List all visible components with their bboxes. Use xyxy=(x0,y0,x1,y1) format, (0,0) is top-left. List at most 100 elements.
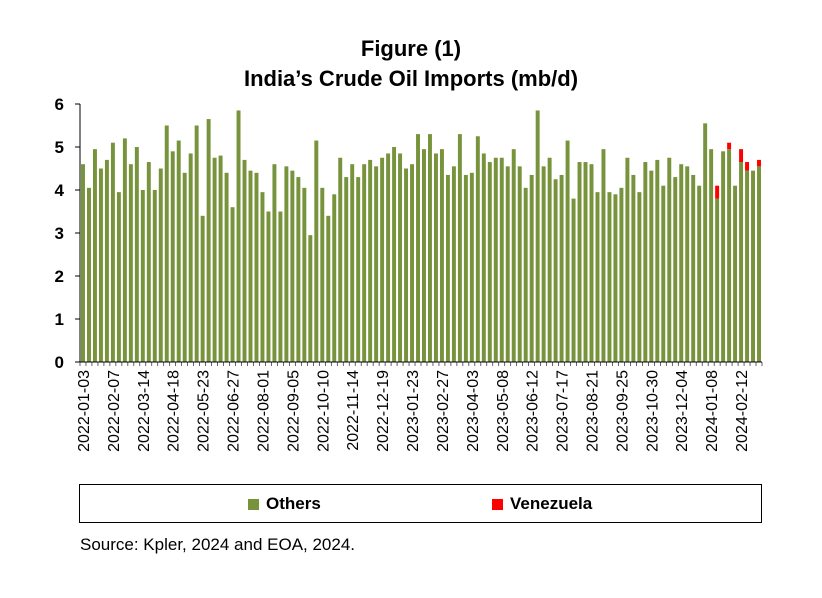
bar-others xyxy=(619,187,624,362)
x-tick-label: 2022-04-18 xyxy=(166,370,183,452)
bar-others xyxy=(182,172,187,362)
bar-others xyxy=(757,166,761,362)
y-tick-label: 0 xyxy=(55,353,64,372)
bar-others xyxy=(655,159,660,362)
bar-others xyxy=(505,166,510,362)
x-tick-label: 2022-11-14 xyxy=(345,370,362,451)
bar-others xyxy=(523,187,528,362)
bar-others xyxy=(559,174,564,362)
bar-others xyxy=(380,157,385,362)
x-tick-label: 2024-02-12 xyxy=(734,370,751,452)
bar-others xyxy=(727,149,732,362)
bar-others xyxy=(266,211,271,362)
bar-others xyxy=(128,164,133,362)
bar-others xyxy=(392,147,397,362)
bar-others xyxy=(164,125,169,362)
bar-others xyxy=(571,198,576,362)
x-tick-label: 2022-10-10 xyxy=(315,370,332,452)
x-tick-label: 2022-02-07 xyxy=(106,370,123,452)
y-tick-label: 4 xyxy=(55,181,65,200)
bar-others xyxy=(254,172,259,362)
bar-others xyxy=(715,198,720,362)
bar-others xyxy=(691,174,696,362)
bar-others xyxy=(535,110,540,362)
bar-others xyxy=(721,151,726,362)
bar-others xyxy=(122,138,127,362)
bar-others xyxy=(733,185,738,362)
bar-others xyxy=(386,153,391,362)
y-tick-label: 6 xyxy=(55,95,64,114)
legend-item-others: Others xyxy=(248,494,321,514)
bar-others xyxy=(344,177,349,362)
legend-item-venezuela: Venezuela xyxy=(492,494,592,514)
x-tick-label: 2023-09-25 xyxy=(614,370,631,452)
bar-others xyxy=(703,123,708,362)
bar-others xyxy=(332,194,337,362)
bar-others xyxy=(206,119,211,362)
bar-others xyxy=(547,157,552,362)
bar-others xyxy=(320,187,325,362)
bar-others xyxy=(697,185,702,362)
bar-others xyxy=(212,157,217,362)
bar-others xyxy=(140,190,145,362)
bar-others xyxy=(631,174,636,362)
bar-others xyxy=(445,174,450,362)
legend-label-others: Others xyxy=(266,494,321,513)
bar-others xyxy=(152,190,157,362)
bar-others xyxy=(302,187,307,362)
x-tick-label: 2023-02-27 xyxy=(435,370,452,452)
bar-others xyxy=(404,168,409,362)
bar-others xyxy=(553,179,558,362)
bar-venezuela xyxy=(727,142,732,150)
x-tick-label: 2023-04-03 xyxy=(465,370,482,452)
x-tick-label: 2022-08-01 xyxy=(255,370,272,452)
bar-others xyxy=(92,149,97,362)
x-tick-label: 2022-05-23 xyxy=(196,370,213,452)
bar-others xyxy=(104,159,109,362)
bar-others xyxy=(493,157,498,362)
bar-others xyxy=(200,215,205,362)
bar-others xyxy=(583,162,588,362)
bar-others xyxy=(673,177,678,362)
bar-others xyxy=(649,170,654,362)
bar-others xyxy=(284,166,289,362)
bar-others xyxy=(643,162,648,362)
bar-others xyxy=(625,157,630,362)
bar-others xyxy=(487,162,492,362)
x-tick-label: 2022-06-27 xyxy=(226,370,243,452)
bar-others xyxy=(469,172,474,362)
x-tick-label: 2023-08-21 xyxy=(585,370,602,452)
bar-others xyxy=(416,134,420,362)
bar-others xyxy=(188,153,193,362)
bar-others xyxy=(601,149,606,362)
y-tick-label: 2 xyxy=(55,267,64,286)
bar-others xyxy=(176,140,181,362)
bar-others xyxy=(739,162,744,362)
bar-others xyxy=(607,192,612,362)
chart-title: Figure (1) xyxy=(360,36,462,61)
bar-others xyxy=(236,110,241,362)
bar-others xyxy=(278,211,283,362)
bar-others xyxy=(475,136,480,362)
legend-label-venezuela: Venezuela xyxy=(510,494,593,513)
bar-others xyxy=(589,164,594,362)
bar-others xyxy=(296,177,301,362)
bar-others xyxy=(81,164,85,362)
bar-others xyxy=(248,170,253,362)
bar-others xyxy=(308,235,313,362)
bar-others xyxy=(170,151,175,362)
bar-others xyxy=(146,162,151,362)
bar-others xyxy=(661,185,666,362)
bar-others xyxy=(595,192,600,362)
bar-others xyxy=(577,162,582,362)
source-note: Source: Kpler, 2024 and EOA, 2024. xyxy=(80,535,356,554)
bar-others xyxy=(637,192,642,362)
bar-others xyxy=(463,174,468,362)
chart-legend: Others Venezuela xyxy=(79,484,762,523)
bar-others xyxy=(457,134,462,362)
bar-venezuela xyxy=(745,162,750,171)
bar-others xyxy=(481,153,486,362)
x-tick-label: 2022-12-19 xyxy=(375,370,392,452)
x-tick-label: 2023-06-12 xyxy=(525,370,542,452)
